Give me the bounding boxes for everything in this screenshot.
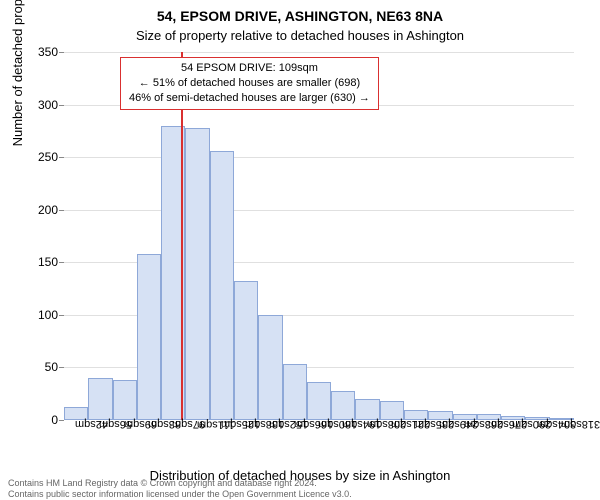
y-tick [59, 315, 64, 316]
y-tick-label: 0 [8, 413, 58, 427]
histogram-bar [307, 382, 331, 420]
y-tick [59, 52, 64, 53]
gridline [64, 157, 574, 158]
y-tick-label: 200 [8, 203, 58, 217]
histogram-bar [210, 151, 234, 420]
y-tick [59, 157, 64, 158]
gridline [64, 52, 574, 53]
histogram-bar [137, 254, 161, 420]
gridline [64, 210, 574, 211]
y-tick-label: 350 [8, 45, 58, 59]
histogram-bar [258, 315, 282, 420]
y-tick-label: 100 [8, 308, 58, 322]
y-tick [59, 105, 64, 106]
annotation-line2: ← 51% of detached houses are smaller (69… [129, 76, 370, 91]
annotation-line3: 46% of semi-detached houses are larger (… [129, 91, 370, 106]
histogram-bar [331, 391, 355, 420]
y-tick [59, 420, 64, 421]
annotation-line1: 54 EPSOM DRIVE: 109sqm [129, 61, 370, 76]
histogram-bar [234, 281, 258, 420]
histogram-bar [113, 380, 137, 420]
histogram-bar [185, 128, 209, 420]
histogram-bar [88, 378, 112, 420]
y-tick [59, 367, 64, 368]
y-tick [59, 210, 64, 211]
footer-line2: Contains public sector information licen… [8, 489, 352, 499]
y-tick-label: 150 [8, 255, 58, 269]
annotation-box: 54 EPSOM DRIVE: 109sqm ← 51% of detached… [120, 57, 379, 110]
y-axis-label: Number of detached properties [10, 0, 25, 146]
chart-title: 54, EPSOM DRIVE, ASHINGTON, NE63 8NA [0, 8, 600, 24]
y-tick [59, 262, 64, 263]
y-tick-label: 250 [8, 150, 58, 164]
histogram-bar [283, 364, 307, 420]
y-tick-label: 300 [8, 98, 58, 112]
footer-text: Contains HM Land Registry data © Crown c… [8, 478, 352, 499]
histogram-bar [355, 399, 379, 420]
y-tick-label: 50 [8, 360, 58, 374]
chart-subtitle: Size of property relative to detached ho… [0, 28, 600, 43]
footer-line1: Contains HM Land Registry data © Crown c… [8, 478, 352, 488]
